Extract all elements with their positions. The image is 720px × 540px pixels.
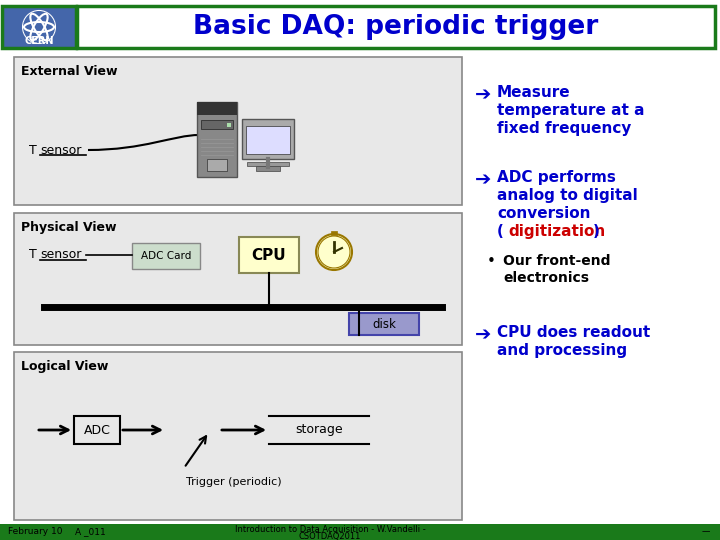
Text: A _011: A _011 bbox=[75, 528, 106, 537]
Text: T: T bbox=[29, 248, 41, 261]
FancyBboxPatch shape bbox=[242, 119, 294, 159]
Text: fixed frequency: fixed frequency bbox=[497, 121, 631, 136]
Text: electronics: electronics bbox=[503, 271, 589, 285]
Text: analog to digital: analog to digital bbox=[497, 188, 638, 203]
FancyBboxPatch shape bbox=[227, 123, 231, 127]
Text: sensor: sensor bbox=[40, 144, 81, 157]
Text: Our front-end: Our front-end bbox=[503, 254, 611, 268]
Text: CSOTDAQ2011: CSOTDAQ2011 bbox=[299, 532, 361, 540]
Text: ➔: ➔ bbox=[475, 85, 491, 104]
FancyBboxPatch shape bbox=[256, 166, 280, 171]
FancyBboxPatch shape bbox=[197, 102, 237, 177]
FancyBboxPatch shape bbox=[77, 6, 715, 48]
Circle shape bbox=[316, 234, 352, 270]
FancyBboxPatch shape bbox=[246, 126, 290, 154]
FancyBboxPatch shape bbox=[14, 352, 462, 520]
Text: ADC Card: ADC Card bbox=[141, 251, 192, 261]
Text: February 10: February 10 bbox=[8, 528, 63, 537]
FancyBboxPatch shape bbox=[14, 57, 462, 205]
FancyBboxPatch shape bbox=[0, 524, 720, 540]
Text: sensor: sensor bbox=[40, 248, 81, 261]
Text: digitization: digitization bbox=[508, 224, 606, 239]
Text: and processing: and processing bbox=[497, 343, 627, 358]
Text: storage: storage bbox=[295, 423, 343, 436]
FancyBboxPatch shape bbox=[201, 120, 233, 129]
Text: —: — bbox=[701, 528, 710, 537]
Text: CPU does readout: CPU does readout bbox=[497, 325, 650, 340]
Text: conversion: conversion bbox=[497, 206, 590, 221]
Text: ➔: ➔ bbox=[475, 325, 491, 344]
Text: Basic DAQ: periodic trigger: Basic DAQ: periodic trigger bbox=[194, 14, 598, 40]
Text: ADC: ADC bbox=[84, 423, 110, 436]
Circle shape bbox=[23, 11, 55, 43]
Text: Logical View: Logical View bbox=[21, 360, 109, 373]
Text: •: • bbox=[487, 254, 496, 269]
Text: disk: disk bbox=[372, 318, 396, 330]
Text: T: T bbox=[29, 144, 41, 157]
FancyBboxPatch shape bbox=[2, 6, 76, 48]
FancyBboxPatch shape bbox=[14, 213, 462, 345]
Circle shape bbox=[318, 236, 350, 268]
FancyBboxPatch shape bbox=[74, 416, 120, 444]
Text: CPU: CPU bbox=[252, 247, 287, 262]
Text: ADC performs: ADC performs bbox=[497, 170, 616, 185]
Circle shape bbox=[23, 11, 55, 43]
Text: Physical View: Physical View bbox=[21, 221, 117, 234]
Text: ): ) bbox=[593, 224, 600, 239]
Text: (: ( bbox=[497, 224, 504, 239]
Text: Introduction to Data Acquisition - W.Vandelli -: Introduction to Data Acquisition - W.Van… bbox=[235, 524, 426, 534]
FancyBboxPatch shape bbox=[331, 231, 337, 235]
Text: Trigger (periodic): Trigger (periodic) bbox=[186, 477, 282, 487]
Text: Measure: Measure bbox=[497, 85, 571, 100]
FancyBboxPatch shape bbox=[207, 159, 227, 171]
Text: ➔: ➔ bbox=[475, 170, 491, 189]
FancyBboxPatch shape bbox=[197, 102, 237, 115]
FancyBboxPatch shape bbox=[239, 237, 299, 273]
FancyBboxPatch shape bbox=[132, 243, 200, 269]
Text: External View: External View bbox=[21, 65, 117, 78]
Text: temperature at a: temperature at a bbox=[497, 103, 644, 118]
FancyBboxPatch shape bbox=[247, 162, 289, 166]
FancyBboxPatch shape bbox=[349, 313, 419, 335]
Text: CERN: CERN bbox=[24, 36, 54, 46]
